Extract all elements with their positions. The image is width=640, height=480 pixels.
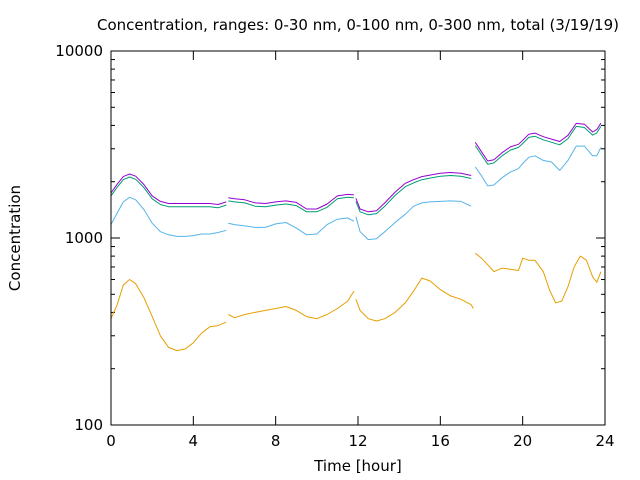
series-line-segment — [228, 290, 355, 320]
y-tick-label: 1000 — [65, 229, 103, 247]
series-line-segment — [110, 173, 227, 205]
x-tick-label: 8 — [271, 432, 281, 450]
x-tick-label: 20 — [513, 432, 532, 450]
series-line-segment — [355, 175, 472, 216]
series-line-segment — [110, 196, 227, 237]
series-line-segment — [474, 252, 602, 304]
series-line-segment — [474, 145, 602, 187]
series-line-segment — [355, 277, 474, 322]
series-line-segment — [110, 279, 227, 352]
x-tick-label: 4 — [189, 432, 199, 450]
series-line-segment — [355, 200, 472, 241]
series-line-segment — [355, 172, 472, 213]
series-line-segment — [474, 125, 602, 165]
series-line-segment — [110, 176, 227, 209]
x-tick-label: 0 — [106, 432, 116, 450]
series-3 — [110, 125, 602, 216]
x-tick-label: 12 — [348, 432, 367, 450]
series-4 — [110, 122, 602, 213]
series-line-segment — [228, 217, 355, 236]
y-axis-label: Concentration — [6, 185, 24, 291]
series-2 — [110, 145, 602, 241]
y-tick-label: 100 — [74, 416, 103, 434]
y-tick-label: 10000 — [55, 42, 103, 60]
x-tick-label: 24 — [595, 432, 614, 450]
series-1 — [110, 252, 602, 352]
axis-ticks: 0 4 8 12 16 20 24 100 1000 10000 — [55, 42, 614, 450]
series-line-segment — [228, 193, 354, 210]
x-axis-label: Time [hour] — [313, 457, 402, 475]
series-line-segment — [474, 122, 602, 162]
chart-title: Concentration, ranges: 0-30 nm, 0-100 nm… — [97, 16, 619, 34]
series-line-segment — [228, 196, 354, 213]
plot-frame — [110, 50, 606, 426]
series-layer — [110, 122, 602, 352]
x-tick-label: 16 — [431, 432, 450, 450]
